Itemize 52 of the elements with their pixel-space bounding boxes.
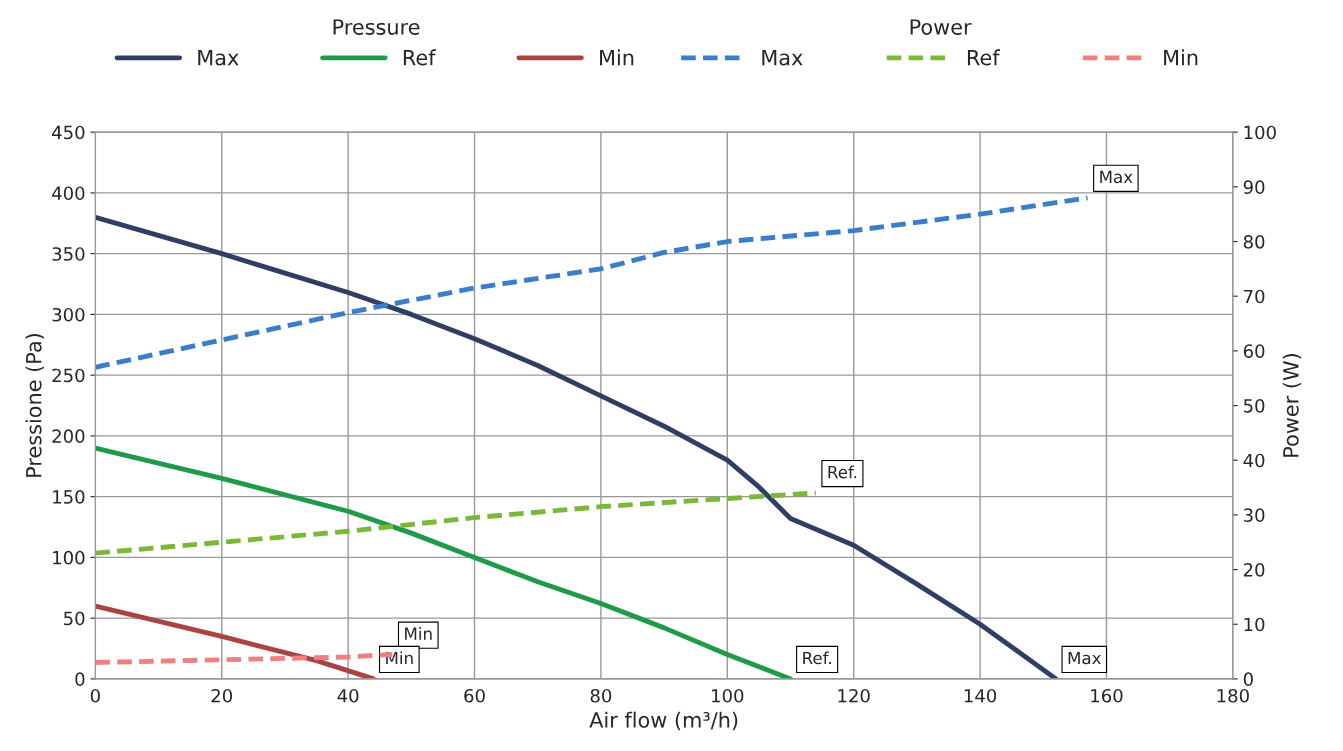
x-tick-label: 80 — [590, 688, 612, 703]
line-series — [95, 214, 1059, 679]
legend-label: Max — [762, 49, 803, 66]
y2-tick-label: 70 — [1244, 289, 1265, 304]
legend-label: Min — [1164, 49, 1198, 66]
legend-label: Max — [198, 49, 239, 66]
y2-tick-label: 0 — [1243, 672, 1253, 687]
legend-label: Ref — [403, 49, 436, 66]
y2-axis-title: Power (W) — [1282, 354, 1302, 457]
annotation: Ref. — [803, 651, 831, 665]
annotation: Max — [1068, 651, 1101, 665]
y2-tick-label: 50 — [1243, 399, 1265, 413]
x-axis-title: Air flow (m³/h) — [589, 711, 738, 731]
line-series — [95, 490, 819, 556]
y-axis-title: Pressione (Pa) — [25, 334, 45, 477]
annotation: Min — [405, 627, 432, 640]
y2-tick-label: 100 — [1244, 125, 1276, 140]
y2-tick-label: 90 — [1243, 180, 1265, 194]
text: Power — [910, 19, 972, 35]
x-tick-label: 60 — [464, 688, 485, 703]
y-tick-label: 200 — [52, 429, 85, 444]
legend-label: Min — [600, 49, 634, 66]
text: Pressure — [333, 19, 420, 35]
x-tick-label: 160 — [1091, 688, 1123, 703]
y-tick-label: 300 — [52, 307, 85, 322]
y-tick-label: 0 — [75, 672, 85, 687]
line-series — [95, 445, 793, 679]
y-tick-label: 450 — [52, 125, 85, 140]
y2-tick-label: 30 — [1243, 508, 1265, 522]
y-tick-label: 150 — [53, 490, 85, 504]
x-tick-label: 140 — [964, 688, 997, 703]
annotation: Ref. — [828, 465, 857, 479]
x-tick-label: 20 — [211, 688, 233, 703]
legend-label: Ref — [967, 49, 1000, 66]
y2-tick-label: 80 — [1243, 234, 1265, 249]
x-tick-label: 100 — [712, 688, 744, 703]
x-tick-label: 120 — [838, 688, 870, 703]
annotation: Max — [1100, 170, 1133, 184]
y-tick-label: 250 — [52, 368, 85, 383]
x-tick-label: 0 — [90, 688, 100, 703]
line-series — [95, 603, 376, 679]
y-tick-label: 100 — [53, 550, 85, 565]
y2-tick-label: 60 — [1243, 344, 1265, 358]
y-tick-label: 50 — [64, 611, 85, 626]
x-tick-label: 40 — [337, 688, 359, 703]
x-tick-label: 180 — [1217, 688, 1249, 703]
line-series — [95, 195, 1090, 370]
y2-tick-label: 10 — [1244, 617, 1265, 632]
y2-tick-label: 20 — [1243, 563, 1265, 577]
y-tick-label: 400 — [52, 186, 85, 201]
y-tick-label: 350 — [52, 247, 85, 261]
y2-tick-label: 40 — [1243, 453, 1265, 468]
